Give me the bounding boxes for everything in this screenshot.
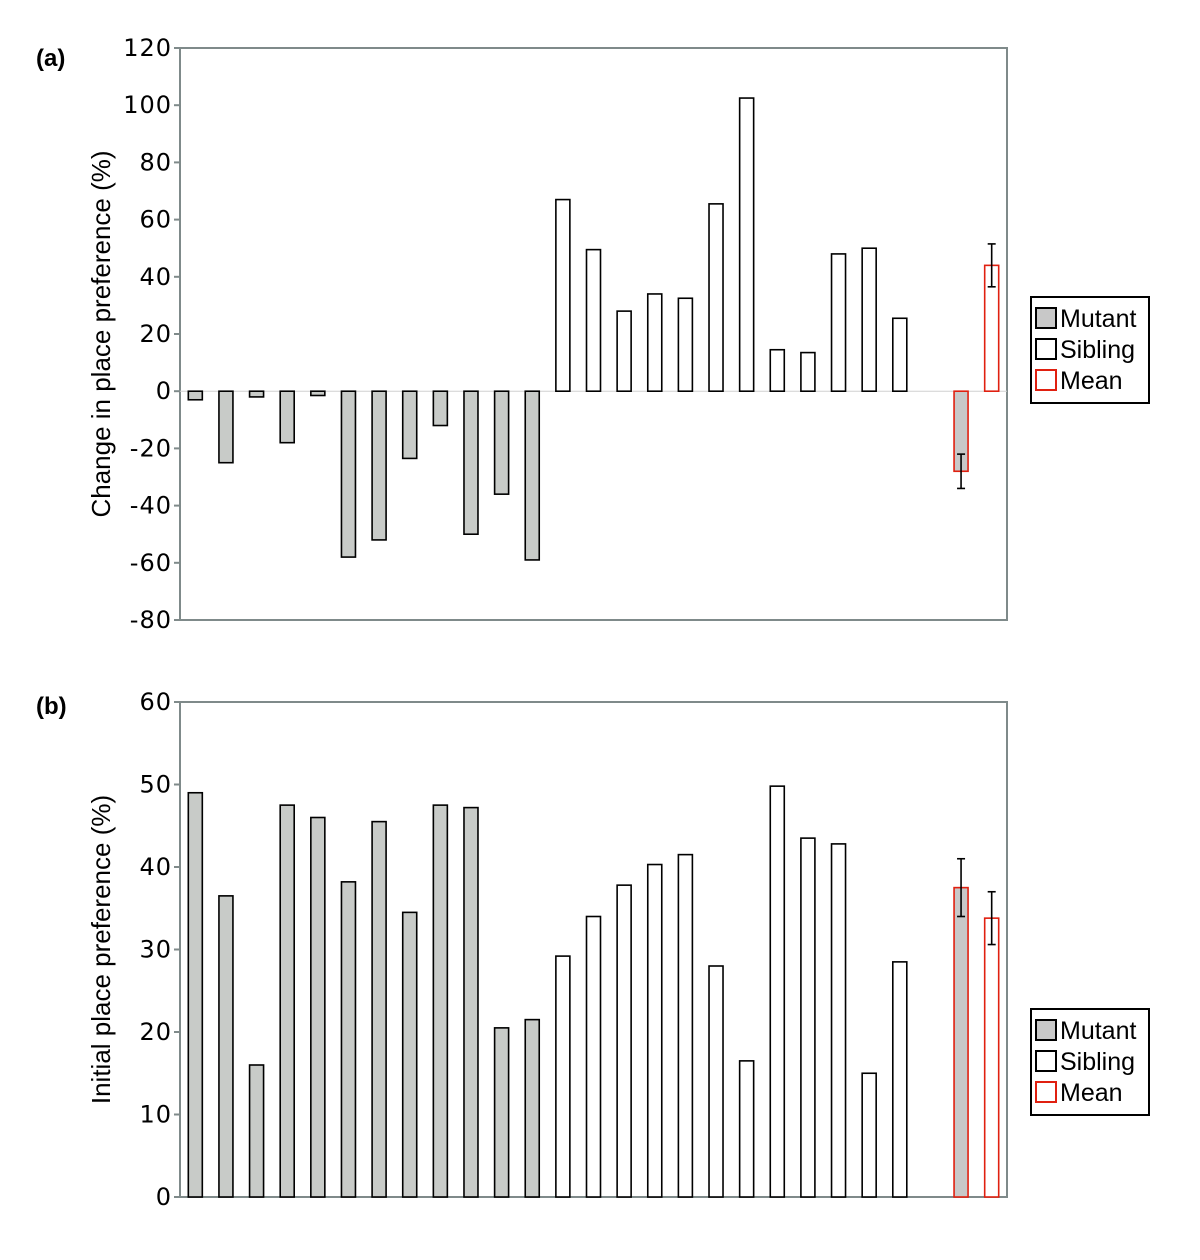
y-tick-label: 0 — [156, 377, 172, 405]
mutant-bar — [310, 390, 326, 397]
sibling-bar — [585, 248, 602, 393]
y-tick-label: 40 — [139, 263, 172, 291]
y-tick-label: 60 — [139, 206, 172, 234]
y-tick-label: 40 — [139, 853, 172, 881]
sibling-bar — [891, 317, 908, 392]
y-tick-label: -60 — [130, 549, 172, 577]
mutant-bar — [340, 881, 357, 1198]
mean-bar — [953, 886, 969, 1198]
sibling-bar — [677, 297, 694, 392]
mutant-bar — [340, 390, 357, 558]
y-tick-label: 30 — [139, 936, 172, 964]
legend-label: Mutant — [1060, 1017, 1136, 1045]
legend-label: Mean — [1060, 367, 1123, 395]
sibling-bar — [891, 961, 908, 1198]
mutant-bar — [463, 806, 479, 1198]
y-tick-label: -80 — [130, 606, 172, 634]
sibling-bar — [616, 310, 632, 392]
mutant-bar — [218, 895, 234, 1198]
y-tick-label: 60 — [139, 688, 172, 716]
sibling-bar — [738, 97, 755, 392]
mutant-bar — [463, 390, 479, 536]
legend-label: Mutant — [1060, 305, 1136, 333]
sibling-bar — [738, 1060, 755, 1198]
sibling-bar — [861, 1072, 877, 1198]
legend: Mutant Sibling Mean — [1030, 1008, 1150, 1116]
mutant-bar — [432, 804, 449, 1198]
legend-swatch-sibling — [1035, 338, 1057, 360]
mutant-bar — [310, 816, 326, 1198]
sibling-bar — [646, 293, 663, 392]
y-tick-label: -20 — [130, 434, 172, 462]
mutant-bar — [248, 1064, 265, 1198]
legend-label: Mean — [1060, 1079, 1123, 1107]
sibling-bar — [585, 915, 602, 1198]
sibling-bar — [769, 785, 786, 1198]
mutant-bar — [401, 390, 418, 460]
mutant-bar — [371, 390, 387, 541]
sibling-bar — [830, 253, 847, 392]
sibling-bar — [830, 843, 847, 1198]
sibling-bar — [800, 837, 816, 1198]
sibling-bar — [708, 203, 724, 392]
sibling-bar — [769, 348, 786, 393]
y-tick-label: 80 — [139, 148, 172, 176]
sibling-bar — [800, 351, 816, 392]
legend-label: Sibling — [1060, 1048, 1135, 1076]
y-tick-label: 20 — [139, 1018, 172, 1046]
mutant-bar — [218, 390, 234, 464]
mutant-bar — [524, 390, 541, 561]
legend-swatch-mutant — [1035, 307, 1057, 329]
mutant-bar — [493, 390, 510, 495]
legend-label: Sibling — [1060, 336, 1135, 364]
mutant-bar — [432, 390, 449, 427]
panel-label: (a) — [36, 45, 65, 72]
legend-swatch-mean — [1035, 369, 1057, 391]
y-tick-label: 120 — [123, 34, 172, 62]
sibling-bar — [861, 247, 877, 392]
legend-swatch-mutant — [1035, 1019, 1057, 1041]
y-tick-label: 50 — [139, 771, 172, 799]
chart-panel-1: (b) 0 10 20 30 40 50 60 Initial place preference… — [36, 688, 1150, 1211]
sibling-bar — [555, 198, 571, 392]
mutant-bar — [371, 820, 387, 1198]
chart-panel-0: (a) -80 -60 -40 -20 0 20 40 60 80 100 120 Change in … — [36, 34, 1150, 634]
mutant-bar — [187, 791, 204, 1198]
sibling-bar — [646, 863, 663, 1198]
y-axis-title: Change in place preference (%) — [86, 150, 116, 517]
panel-label: (b) — [36, 693, 67, 720]
sibling-bar — [616, 884, 632, 1198]
mutant-bar — [493, 1027, 510, 1198]
y-tick-label: -40 — [130, 492, 172, 520]
legend: Mutant Sibling Mean — [1030, 296, 1150, 404]
sibling-bar — [708, 965, 724, 1198]
y-tick-label: 100 — [123, 91, 172, 119]
legend-swatch-sibling — [1035, 1050, 1057, 1072]
mutant-bar — [279, 390, 296, 444]
sibling-bar — [677, 853, 694, 1198]
y-tick-label: 10 — [139, 1101, 172, 1129]
legend-swatch-mean — [1035, 1081, 1057, 1103]
mutant-bar — [524, 1018, 541, 1198]
y-tick-label: 0 — [156, 1183, 172, 1211]
y-axis-title: Initial place preference (%) — [86, 795, 116, 1104]
mean-bar — [983, 917, 1000, 1198]
mutant-bar — [248, 390, 265, 398]
y-tick-label: 20 — [139, 320, 172, 348]
mutant-bar — [279, 804, 296, 1198]
sibling-bar — [555, 955, 571, 1198]
mutant-bar — [401, 911, 418, 1198]
mutant-bar — [187, 390, 204, 401]
